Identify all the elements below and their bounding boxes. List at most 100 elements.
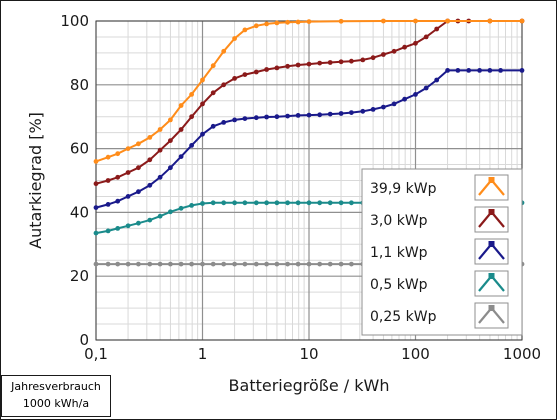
data-point xyxy=(264,114,269,120)
data-point xyxy=(168,261,173,267)
data-point xyxy=(253,115,259,121)
data-point xyxy=(306,19,312,24)
data-point xyxy=(115,151,121,157)
data-point xyxy=(295,62,301,68)
legend-swatch-marker xyxy=(488,273,495,279)
data-point xyxy=(264,67,269,72)
data-point xyxy=(115,261,121,267)
data-point xyxy=(221,200,227,206)
data-point xyxy=(157,147,163,153)
data-point xyxy=(487,68,493,73)
data-point xyxy=(168,117,173,123)
data-point xyxy=(105,178,111,183)
data-point xyxy=(391,101,397,107)
x-axis-label: Batteriegröße / kWh xyxy=(229,376,390,395)
data-point xyxy=(274,261,280,267)
data-point xyxy=(105,261,111,267)
data-point xyxy=(178,261,184,267)
data-point xyxy=(317,112,323,118)
data-point xyxy=(498,68,503,73)
data-point xyxy=(168,165,173,171)
data-point xyxy=(125,170,131,175)
data-point xyxy=(136,261,141,267)
data-point xyxy=(423,85,429,91)
data-point xyxy=(242,116,248,121)
data-point xyxy=(189,114,195,120)
data-point xyxy=(338,59,344,65)
data-point xyxy=(317,60,323,66)
data-point xyxy=(221,261,227,267)
data-point xyxy=(200,131,205,137)
data-point xyxy=(93,205,99,211)
legend-label: 3,0 kWp xyxy=(370,213,428,229)
data-point xyxy=(125,261,131,267)
data-point xyxy=(317,200,323,206)
data-point xyxy=(264,261,269,267)
data-point xyxy=(327,261,333,267)
data-point xyxy=(93,230,99,236)
data-point xyxy=(136,220,141,226)
data-point xyxy=(115,226,121,231)
legend-swatch-marker xyxy=(488,177,495,183)
data-point xyxy=(360,57,366,63)
data-point xyxy=(115,198,121,204)
data-point xyxy=(253,200,259,206)
data-point xyxy=(221,48,227,54)
data-point xyxy=(264,200,269,206)
x-tick-label: 10 xyxy=(299,345,318,363)
data-point xyxy=(168,138,173,144)
data-point xyxy=(210,63,216,69)
data-point xyxy=(125,194,131,199)
data-point xyxy=(253,69,259,75)
data-point xyxy=(125,146,131,152)
data-point xyxy=(370,55,376,61)
data-point xyxy=(274,20,280,26)
data-point xyxy=(434,26,440,32)
data-point xyxy=(157,127,163,132)
data-point xyxy=(136,189,141,195)
data-point xyxy=(93,159,99,164)
legend-label: 0,25 kWp xyxy=(370,309,437,325)
data-point xyxy=(105,228,111,234)
data-point xyxy=(360,108,366,114)
data-point xyxy=(338,111,344,116)
data-point xyxy=(519,18,525,24)
data-point xyxy=(327,111,333,117)
data-point xyxy=(338,200,344,206)
data-point xyxy=(253,261,259,267)
data-point xyxy=(242,72,248,77)
data-point xyxy=(221,82,227,88)
data-point xyxy=(274,114,280,120)
data-point xyxy=(189,203,195,208)
data-point xyxy=(349,110,354,115)
data-point xyxy=(178,127,184,132)
y-tick-label: 40 xyxy=(70,203,89,221)
data-point xyxy=(295,200,301,206)
data-point xyxy=(413,40,418,46)
x-tick-label: 1 xyxy=(198,345,208,363)
data-point xyxy=(242,27,248,33)
data-point xyxy=(178,103,184,108)
data-point xyxy=(434,77,440,83)
data-point xyxy=(105,154,111,160)
data-point xyxy=(349,261,354,267)
data-point xyxy=(242,200,248,206)
data-point xyxy=(381,104,386,110)
data-point xyxy=(232,36,238,41)
legend-label: 1,1 kWp xyxy=(370,245,428,261)
data-point xyxy=(232,261,238,267)
annual-consumption-note: Jahresverbrauch 1000 kWh/a xyxy=(1,375,111,417)
data-point xyxy=(200,201,205,206)
data-point xyxy=(381,18,386,24)
data-point xyxy=(285,200,290,206)
data-point xyxy=(274,65,280,71)
x-tick-label: 100 xyxy=(401,345,430,363)
data-point xyxy=(189,143,195,148)
data-point xyxy=(242,261,248,267)
data-point xyxy=(370,107,376,112)
data-point xyxy=(349,200,354,206)
y-axis-label: Autarkiegrad [%] xyxy=(26,112,45,249)
y-tick-label: 0 xyxy=(79,331,89,349)
data-point xyxy=(232,76,238,81)
